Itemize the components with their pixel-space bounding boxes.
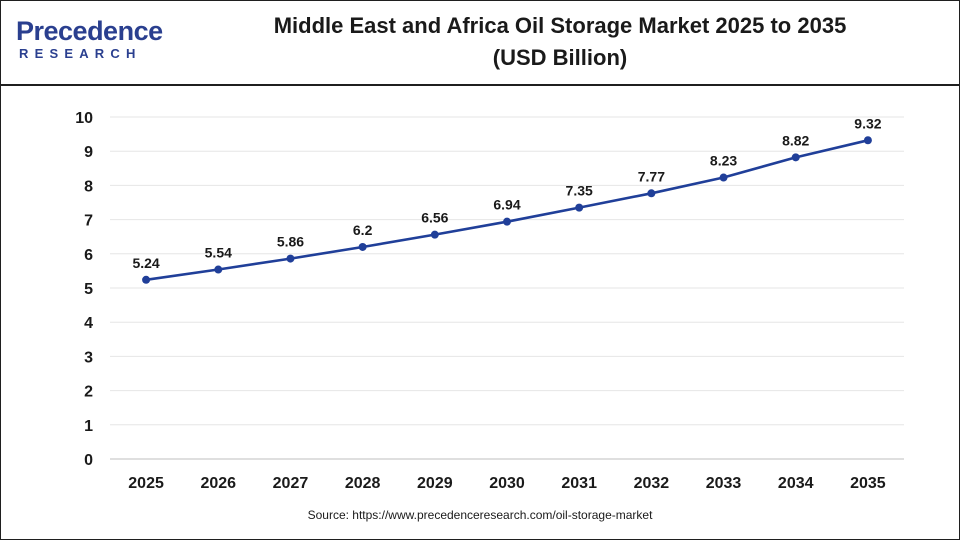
x-tick-label: 2032 (634, 475, 670, 492)
y-tick-label: 0 (84, 452, 93, 469)
y-tick-label: 3 (84, 349, 93, 366)
y-tick-label: 4 (84, 315, 93, 332)
data-point (430, 230, 439, 239)
data-label: 6.2 (353, 222, 373, 238)
data-label: 9.32 (854, 115, 881, 131)
y-tick-label: 5 (84, 281, 93, 298)
chart-title-line2: (USD Billion) (492, 45, 628, 70)
data-point (791, 153, 800, 162)
data-label: 8.23 (710, 153, 737, 169)
x-tick-label: 2031 (561, 475, 597, 492)
x-tick-label: 2029 (417, 475, 453, 492)
data-label: 7.35 (566, 183, 593, 199)
y-tick-label: 6 (84, 247, 93, 264)
y-tick-label: 9 (84, 144, 93, 161)
logo-subtitle: RESEARCH (19, 46, 142, 61)
x-tick-label: 2033 (706, 475, 742, 492)
logo-wordmark: Precedence (16, 16, 163, 46)
data-point (214, 265, 223, 274)
data-label: 5.86 (277, 234, 304, 250)
data-label: 5.24 (132, 255, 159, 271)
x-tick-label: 2034 (778, 475, 814, 492)
data-point (647, 189, 656, 198)
data-label: 5.54 (205, 245, 232, 261)
precedence-research-logo: Precedence RESEARCH (16, 16, 166, 66)
chart-header: Precedence RESEARCH Middle East and Afri… (0, 0, 960, 86)
x-tick-label: 2025 (128, 475, 164, 492)
y-tick-label: 2 (84, 384, 93, 401)
x-tick-label: 2028 (345, 475, 381, 492)
data-point (863, 136, 872, 145)
data-point (719, 173, 728, 182)
x-tick-label: 2030 (489, 475, 525, 492)
y-tick-label: 1 (84, 418, 93, 435)
data-label: 7.77 (638, 168, 665, 184)
data-point (286, 254, 295, 263)
data-point (503, 217, 511, 226)
x-tick-label: 2035 (850, 475, 886, 492)
data-label: 6.94 (493, 197, 520, 213)
data-label: 6.56 (421, 210, 448, 226)
y-tick-label: 7 (84, 213, 93, 230)
source-note: Source: https://www.precedenceresearch.c… (307, 508, 653, 522)
data-point (358, 242, 367, 251)
y-tick-label: 10 (75, 110, 93, 127)
y-tick-label: 8 (84, 178, 93, 195)
x-tick-label: 2027 (273, 475, 309, 492)
data-point (575, 203, 584, 212)
chart-title: Middle East and Africa Oil Storage Marke… (190, 10, 930, 74)
x-tick-label: 2026 (200, 475, 236, 492)
data-label: 8.82 (782, 132, 809, 148)
chart-title-line1: Middle East and Africa Oil Storage Marke… (273, 13, 847, 38)
data-point (142, 275, 151, 284)
